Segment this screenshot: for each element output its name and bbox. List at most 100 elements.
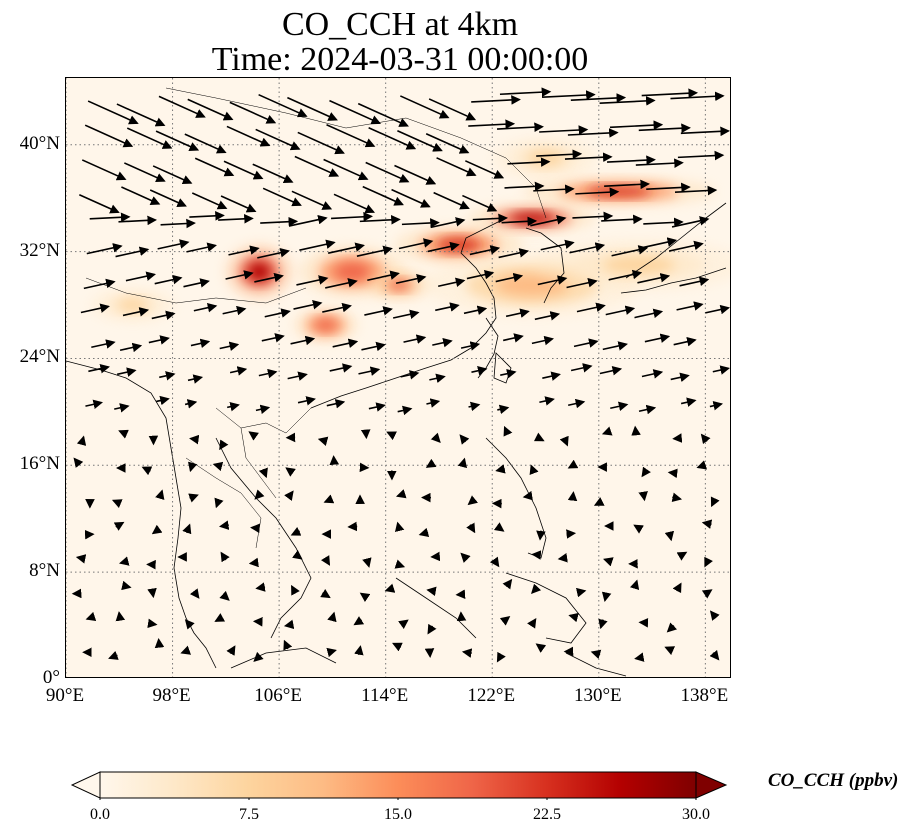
wind-arrow	[187, 98, 234, 121]
wind-arrow	[252, 163, 294, 184]
wind-arrow	[189, 434, 200, 445]
wind-arrow	[670, 372, 690, 383]
wind-arrow	[611, 245, 649, 257]
wind-arrow	[633, 524, 644, 534]
wind-arrow	[124, 162, 166, 183]
wind-arrow	[118, 215, 158, 226]
wind-arrow	[189, 211, 225, 221]
wind-arrow	[602, 341, 628, 351]
wind-arrow	[499, 87, 552, 97]
wind-arrow	[635, 158, 684, 168]
country-borders	[85, 87, 547, 549]
wind-arrow	[154, 274, 183, 285]
wind-arrow	[111, 499, 123, 509]
map-panel	[65, 77, 731, 678]
wind-arrow	[157, 239, 190, 250]
wind-arrow	[333, 193, 376, 214]
wind-arrow	[430, 217, 466, 229]
lon-tick-label: 122°E	[467, 685, 516, 706]
wind-arrow	[262, 187, 302, 207]
wind-arrow	[326, 399, 346, 409]
wind-arrow	[190, 338, 211, 349]
wind-arrow	[147, 618, 158, 629]
wind-arrow	[227, 401, 240, 412]
wind-arrow	[193, 302, 218, 313]
wind-arrow	[219, 341, 240, 351]
wind-arrow	[429, 373, 446, 384]
wind-arrow	[151, 310, 176, 320]
wind-arrow	[590, 649, 602, 659]
wind-arrow	[430, 432, 441, 444]
wind-arrow	[394, 164, 437, 185]
wind-arrow	[679, 276, 710, 287]
wind-arrow	[425, 132, 470, 154]
wind-arrow	[391, 188, 431, 208]
wind-arrow	[85, 611, 97, 622]
wind-arrow	[188, 493, 199, 503]
wind-arrow	[151, 524, 163, 535]
wind-arrow	[353, 616, 365, 626]
wind-arrow	[322, 302, 352, 313]
wind-arrow	[155, 489, 165, 500]
wind-arrow	[638, 404, 657, 415]
wind-arrow	[530, 215, 567, 227]
wind-arrow	[258, 467, 268, 479]
wind-arrow	[362, 185, 404, 206]
wind-arrow	[496, 651, 506, 663]
wind-arrow	[433, 191, 470, 210]
wind-arrow	[489, 556, 500, 568]
korea-japan-band-b	[585, 186, 652, 197]
wind-arrow	[108, 650, 119, 660]
wind-arrow	[86, 243, 123, 255]
wind-arrow	[680, 397, 697, 407]
wind-arrow	[503, 425, 513, 437]
wind-arrow	[118, 556, 130, 566]
wind-arrow	[229, 101, 277, 124]
wind-arrow	[531, 583, 542, 594]
wind-arrow	[567, 459, 579, 469]
wind-arrow	[428, 98, 477, 121]
lat-tick-label: 32°N	[19, 239, 60, 261]
wind-arrow	[219, 439, 229, 451]
wind-arrow	[672, 582, 682, 594]
wind-vectors	[71, 87, 730, 663]
wind-arrow	[607, 155, 656, 165]
wind-arrow	[115, 611, 126, 622]
wind-arrow	[466, 522, 476, 534]
wind-arrow	[297, 396, 316, 406]
wind-arrow	[601, 426, 613, 436]
wind-arrow	[664, 646, 676, 656]
wind-arrow	[297, 131, 345, 155]
wind-arrow	[285, 467, 296, 477]
wind-arrow	[604, 179, 651, 190]
wind-arrow	[261, 333, 285, 343]
wind-arrow	[325, 278, 358, 289]
wind-arrow	[637, 273, 671, 284]
wind-arrow	[368, 127, 417, 150]
wind-arrow	[536, 530, 546, 541]
wind-arrow	[212, 461, 224, 472]
wind-arrow	[533, 432, 545, 442]
wind-arrow	[403, 334, 427, 344]
wind-arrow	[471, 366, 488, 376]
wind-arrow	[564, 152, 613, 162]
wind-arrow	[191, 192, 228, 210]
wind-arrow	[87, 100, 139, 125]
wind-arrow	[701, 589, 713, 599]
wind-arrow	[226, 645, 236, 656]
wind-arrow	[184, 133, 227, 154]
wind-arrow	[559, 435, 569, 447]
wind-arrow	[418, 527, 430, 538]
colorbar-tick-label: 30.0	[682, 806, 710, 823]
wind-arrow	[609, 120, 664, 130]
wind-arrow	[398, 238, 434, 250]
wind-arrow	[284, 490, 294, 501]
colorbar-tick-label: 0.0	[90, 806, 110, 823]
wind-arrow	[634, 652, 645, 662]
wind-arrow	[608, 269, 643, 281]
wind-arrow	[664, 530, 675, 542]
wind-arrow	[495, 272, 524, 283]
wind-arrow	[147, 587, 157, 599]
wind-arrow	[394, 559, 406, 569]
wind-arrow	[462, 194, 498, 212]
